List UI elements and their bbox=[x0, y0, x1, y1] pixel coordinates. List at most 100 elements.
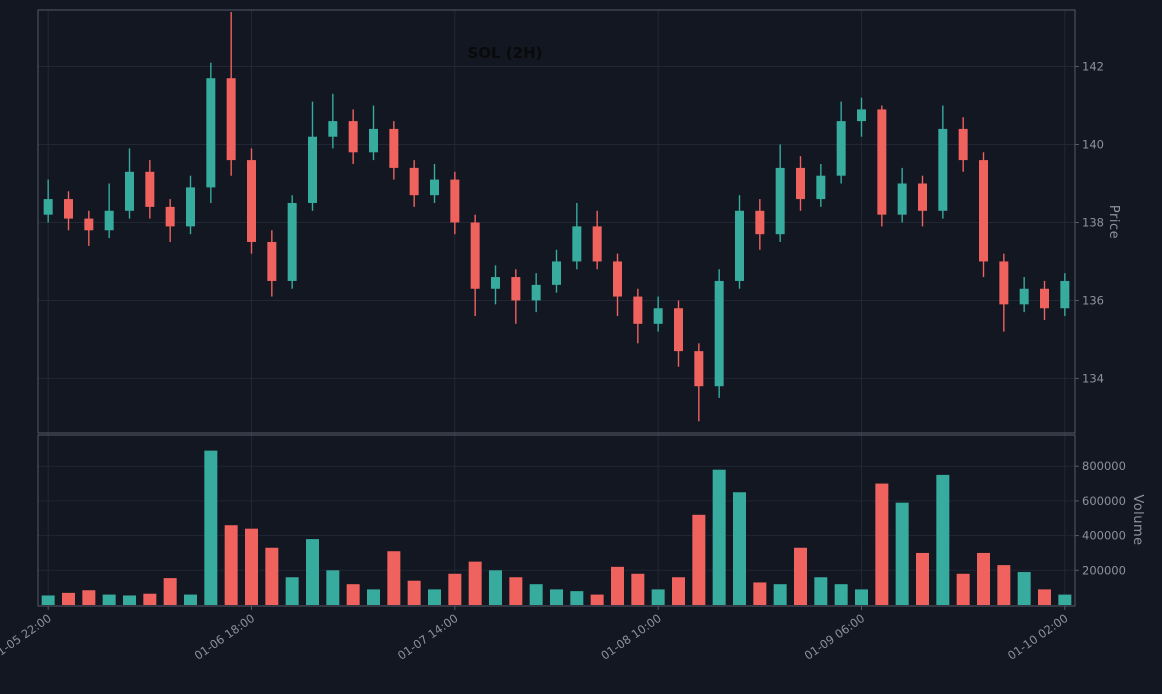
volume-bar bbox=[631, 573, 645, 605]
price-tick-label: 140 bbox=[1082, 138, 1104, 152]
volume-bar bbox=[245, 528, 258, 605]
candle-body bbox=[755, 210, 765, 235]
candle-body bbox=[287, 202, 297, 281]
volume-bar bbox=[82, 590, 96, 605]
candle-body bbox=[796, 167, 805, 200]
volume-bar bbox=[1017, 572, 1031, 605]
candle-body bbox=[206, 78, 216, 188]
price-tick-label: 142 bbox=[1082, 60, 1104, 74]
candle-body bbox=[409, 167, 419, 196]
candle-body bbox=[267, 241, 277, 281]
volume-bar bbox=[326, 570, 340, 605]
volume-bar bbox=[428, 589, 441, 605]
volume-bar bbox=[367, 589, 380, 605]
volume-bar bbox=[834, 584, 848, 605]
candle-body bbox=[186, 187, 195, 227]
volume-bar bbox=[672, 577, 685, 605]
volume-bar bbox=[651, 589, 665, 605]
candle-body bbox=[308, 136, 317, 203]
volume-bar bbox=[956, 573, 970, 605]
volume-bar bbox=[285, 577, 299, 605]
time-tick-label: 01-10 02:00 bbox=[1005, 611, 1071, 663]
candle-body bbox=[430, 179, 439, 196]
volume-bar bbox=[265, 547, 279, 605]
candle-body bbox=[592, 226, 602, 262]
candle-body bbox=[816, 175, 826, 200]
candle-body bbox=[43, 199, 53, 215]
volume-bar bbox=[346, 584, 360, 605]
volume-bar bbox=[529, 584, 543, 605]
time-tick-label: 01-06 18:00 bbox=[192, 611, 258, 663]
volume-bar bbox=[753, 582, 767, 605]
candle-body bbox=[775, 167, 785, 235]
candle-body bbox=[999, 261, 1009, 305]
candle-body bbox=[125, 171, 134, 211]
candle-body bbox=[348, 121, 358, 153]
volume-bar bbox=[977, 552, 990, 605]
candle-body bbox=[979, 160, 988, 262]
candle-body bbox=[938, 128, 948, 211]
volume-bar bbox=[509, 577, 523, 605]
volume-tick-label: 200000 bbox=[1082, 563, 1126, 577]
volume-bar bbox=[814, 577, 828, 605]
volume-bar bbox=[773, 584, 787, 605]
time-tick-label: 01-09 06:00 bbox=[802, 611, 868, 663]
volume-bar bbox=[692, 514, 706, 605]
candle-body bbox=[165, 206, 175, 227]
candle-body bbox=[958, 128, 968, 161]
volume-bar bbox=[123, 595, 136, 605]
chart-title: SOL (2H) bbox=[467, 44, 543, 62]
candle-body bbox=[897, 183, 907, 215]
volume-bar bbox=[62, 592, 75, 605]
volume-bar bbox=[855, 589, 868, 605]
candle-body bbox=[572, 226, 582, 262]
volume-bar bbox=[204, 450, 218, 605]
candle-body bbox=[694, 351, 704, 387]
candle-body bbox=[247, 160, 256, 242]
volume-axis: 200000 400000 600000 800000 bbox=[1075, 459, 1126, 577]
volume-bar bbox=[936, 474, 950, 605]
candle-body bbox=[531, 284, 541, 301]
candle-body bbox=[918, 183, 927, 211]
candle-body bbox=[369, 128, 378, 153]
volume-bar bbox=[448, 573, 462, 605]
volume-tick-label: 400000 bbox=[1082, 529, 1126, 543]
volume-bar bbox=[163, 578, 177, 605]
volume-bar bbox=[102, 594, 116, 605]
candle-body bbox=[857, 109, 866, 122]
time-axis: 01-05 22:00 01-06 18:00 01-07 14:00 01-08 1… bbox=[0, 606, 1071, 663]
volume-bars bbox=[41, 450, 1072, 605]
candle-body bbox=[613, 261, 622, 297]
candle-body bbox=[511, 277, 521, 301]
candle-body bbox=[1040, 288, 1049, 309]
candle-body bbox=[389, 128, 399, 168]
volume-tick-label: 800000 bbox=[1082, 459, 1126, 473]
volume-bar bbox=[224, 525, 238, 605]
volume-bar bbox=[407, 580, 421, 605]
time-tick-label: 01-05 22:00 bbox=[0, 611, 54, 663]
volume-bar bbox=[916, 552, 929, 605]
candle-body bbox=[226, 78, 236, 161]
volume-tick-label: 600000 bbox=[1082, 494, 1126, 508]
volume-bar bbox=[611, 566, 624, 605]
volume-bar bbox=[489, 570, 502, 605]
candle-body bbox=[328, 121, 338, 137]
candle-body bbox=[674, 308, 683, 352]
candle-body bbox=[470, 222, 480, 289]
volume-bar bbox=[387, 551, 401, 605]
price-axis-label: Price bbox=[1106, 204, 1121, 240]
candle-body bbox=[633, 296, 643, 324]
volume-bar bbox=[570, 591, 584, 605]
volume-bar bbox=[41, 595, 55, 605]
volume-bar bbox=[550, 589, 563, 605]
candle-body bbox=[64, 199, 73, 219]
volume-bar bbox=[184, 594, 197, 605]
volume-bar bbox=[875, 483, 889, 605]
candle-body bbox=[145, 171, 155, 207]
grid-lines bbox=[38, 10, 1075, 606]
price-tick-label: 134 bbox=[1082, 371, 1104, 385]
volume-bar bbox=[143, 593, 157, 605]
volume-bar bbox=[1038, 589, 1051, 605]
